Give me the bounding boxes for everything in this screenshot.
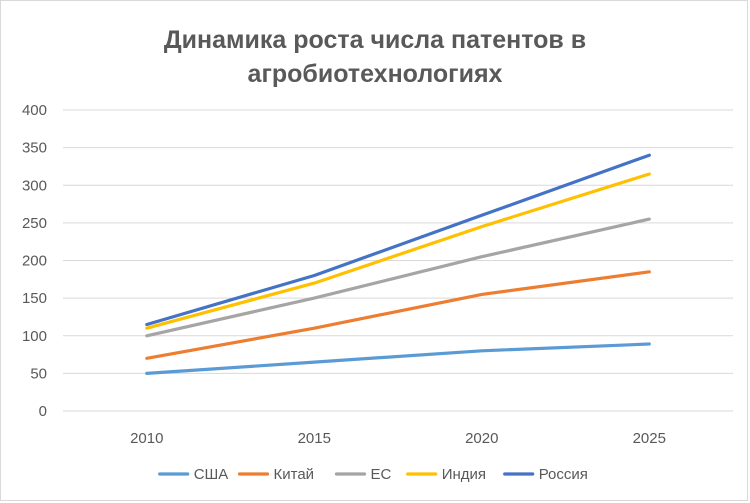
- y-tick-label-250: 250: [22, 215, 47, 232]
- y-tick-label-350: 350: [22, 140, 47, 157]
- y-tick-label-150: 150: [22, 290, 47, 307]
- series-line-3: [145, 217, 651, 338]
- x-tick-label-2025: 2025: [633, 430, 666, 447]
- legend-label-1: США: [194, 466, 229, 483]
- y-tick-label-400: 400: [22, 102, 47, 119]
- series-line-4: [145, 172, 651, 330]
- x-tick-label-2020: 2020: [465, 430, 498, 447]
- legend-label-4: Индия: [442, 466, 486, 483]
- series-line-2: [145, 270, 651, 360]
- legend-label-3: ЕС: [371, 466, 392, 483]
- x-tick-label-2010: 2010: [130, 430, 163, 447]
- legend-label-5: Россия: [539, 466, 588, 483]
- y-tick-label-0: 0: [39, 403, 47, 420]
- chart-title: Динамика роста числа патентов в агробиот…: [1, 23, 749, 91]
- chart-title-line-2: агробиотехнологиях: [247, 60, 503, 88]
- y-tick-label-100: 100: [22, 328, 47, 345]
- y-tick-label-200: 200: [22, 253, 47, 270]
- x-tick-label-2015: 2015: [298, 430, 331, 447]
- y-tick-label-50: 50: [30, 365, 47, 382]
- series-line-5: [145, 153, 651, 327]
- chart-title-line-1: Динамика роста числа патентов в: [163, 26, 587, 54]
- y-tick-label-300: 300: [22, 177, 47, 194]
- series-line-1: [145, 342, 651, 375]
- legend-label-2: Китай: [274, 466, 315, 483]
